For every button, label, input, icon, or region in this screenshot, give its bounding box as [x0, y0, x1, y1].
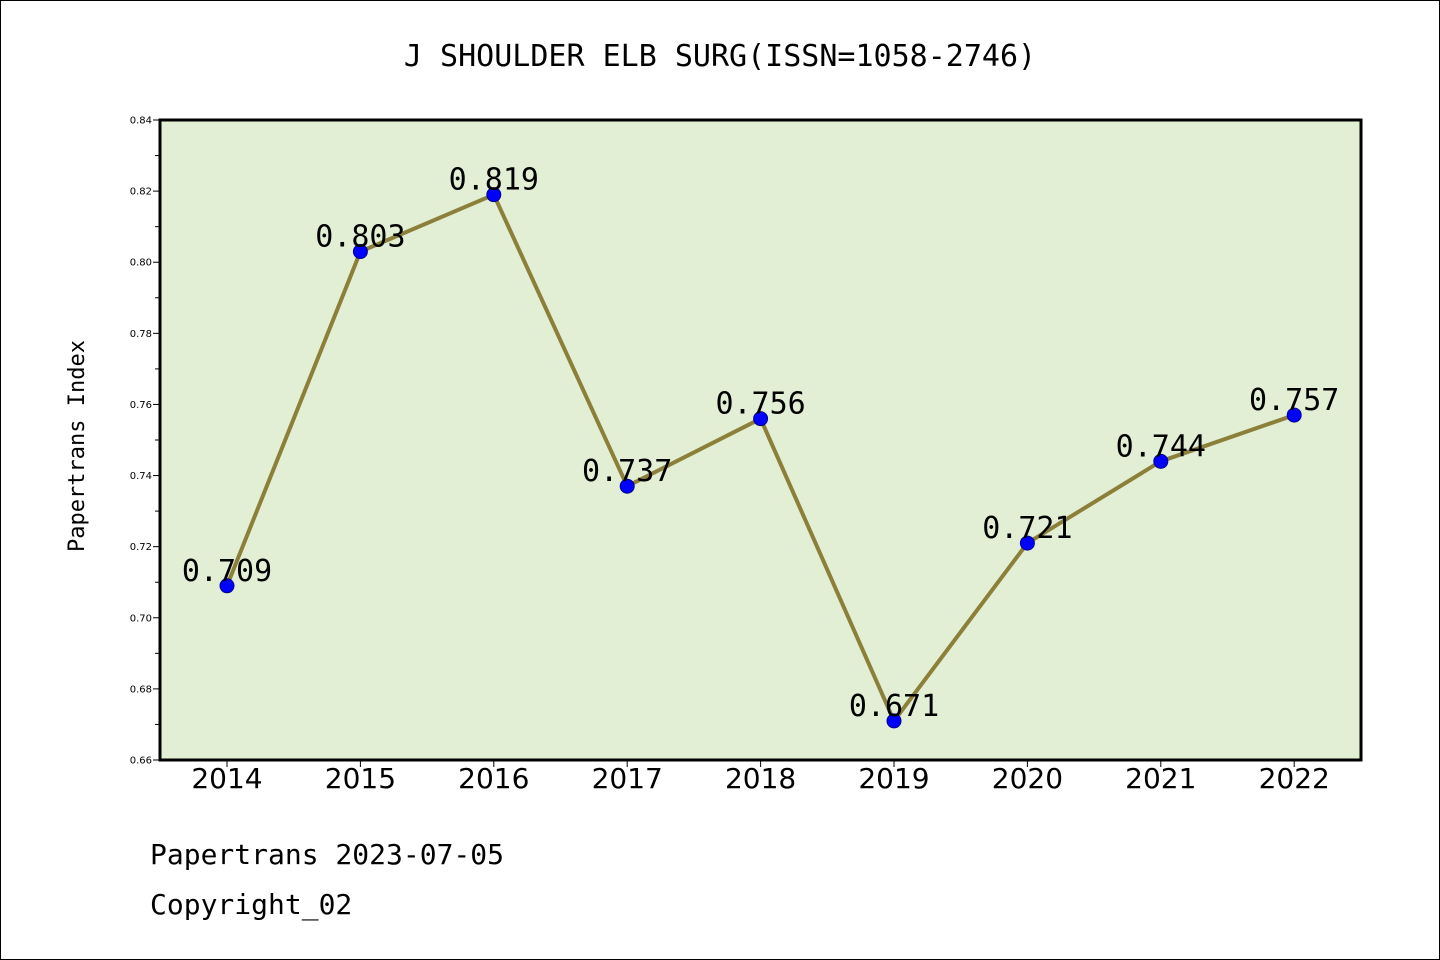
- y-tick-label: 0.80: [130, 258, 152, 269]
- x-tick-label: 2021: [1125, 762, 1196, 795]
- data-label: 0.671: [849, 689, 939, 724]
- data-label: 0.819: [449, 163, 539, 198]
- data-point: [886, 713, 902, 729]
- y-tick-label: 0.82: [130, 187, 152, 198]
- data-label: 0.757: [1249, 383, 1339, 418]
- data-point: [486, 187, 502, 203]
- x-tick-label: 2022: [1259, 762, 1330, 795]
- data-label: 0.709: [182, 554, 272, 589]
- y-tick-label: 0.76: [130, 400, 152, 411]
- y-tick-label: 0.68: [130, 684, 152, 695]
- x-tick-label: 2017: [592, 762, 663, 795]
- data-label: 0.737: [582, 454, 672, 489]
- footer-date: Papertrans 2023-07-05: [150, 838, 504, 871]
- y-axis: 0.66 0.68 0.70 0.72 0.74 0.76 0.78 0.80 0.82 0.84: [130, 116, 160, 767]
- footer-copyright: Copyright_02: [150, 888, 352, 922]
- data-labels: 0.709 0.803 0.819 0.737 0.756 0.671 0.721 0.744…: [182, 163, 1340, 724]
- data-point: [1153, 453, 1169, 469]
- plot-area: [160, 120, 1361, 760]
- plot-border: [158, 118, 1363, 762]
- x-tick-label: 2015: [325, 762, 396, 795]
- x-tick-label: 2019: [858, 762, 929, 795]
- data-point: [753, 411, 769, 427]
- x-tick-label: 2020: [992, 762, 1063, 795]
- data-point: [219, 578, 235, 594]
- chart-title: J SHOULDER ELB SURG(ISSN=1058-2746): [404, 39, 1036, 74]
- x-tick-label: 2014: [191, 762, 262, 795]
- data-point: [1286, 407, 1302, 423]
- y-tick-label: 0.78: [130, 329, 152, 340]
- y-tick-label: 0.72: [130, 542, 152, 553]
- x-tick-label: 2018: [725, 762, 796, 795]
- y-axis-label: Papertrans Index: [65, 340, 90, 552]
- data-label: 0.744: [1116, 429, 1206, 464]
- x-axis: 2014 2015 2016 2017 2018 2019 2020 2021 2022: [191, 760, 1330, 795]
- data-point: [619, 478, 635, 494]
- y-tick-label: 0.84: [130, 116, 152, 127]
- y-tick-label: 0.70: [130, 613, 152, 624]
- data-label: 0.756: [715, 387, 805, 422]
- data-point: [1019, 535, 1035, 551]
- x-tick-label: 2016: [458, 762, 529, 795]
- y-tick-label: 0.66: [130, 756, 152, 767]
- data-label: 0.803: [315, 220, 405, 255]
- y-tick-label: 0.74: [130, 471, 152, 482]
- data-markers: [219, 187, 1302, 729]
- data-point: [352, 244, 368, 260]
- data-label: 0.721: [982, 511, 1072, 546]
